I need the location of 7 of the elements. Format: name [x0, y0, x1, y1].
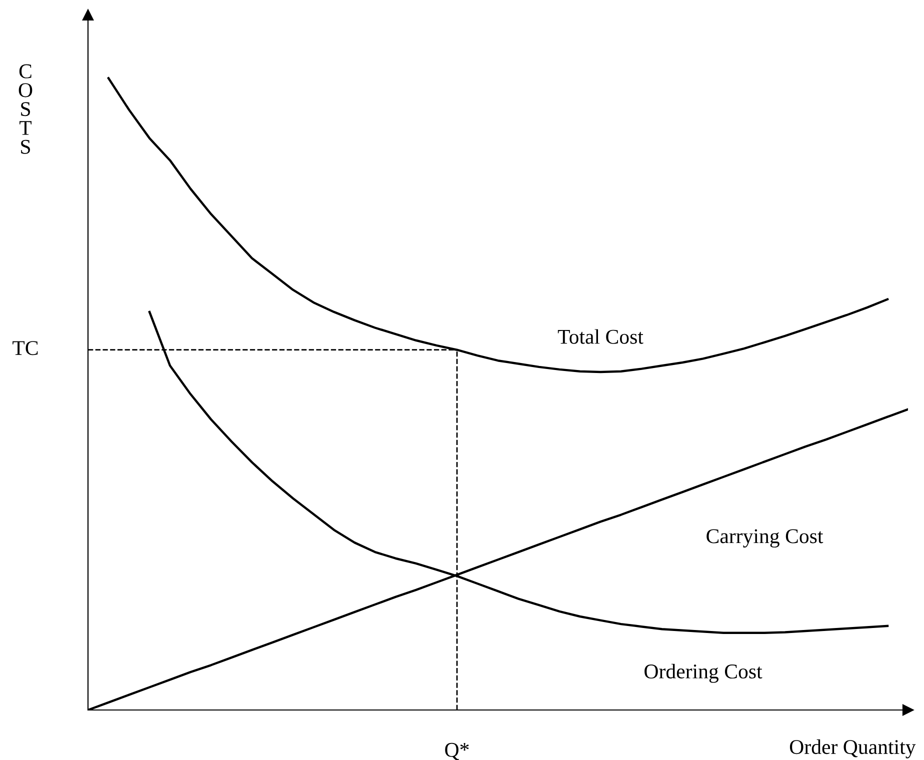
- x-axis-title: Order Quantity: [790, 739, 916, 758]
- text: Carrying Cost: [706, 529, 824, 548]
- y-axis-title: COSTS: [18, 64, 32, 154]
- series-label: Ordering Cost: [644, 664, 762, 683]
- series-label: Total Cost: [558, 329, 644, 344]
- ref-line-label: TC: [12, 341, 38, 356]
- text: Q*: [445, 742, 469, 760]
